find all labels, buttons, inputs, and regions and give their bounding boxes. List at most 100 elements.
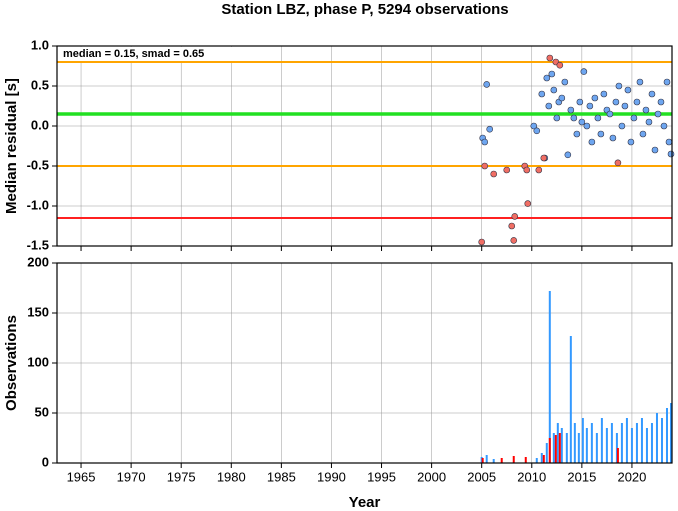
point: [481, 138, 488, 146]
bar: [595, 433, 598, 463]
point: [510, 237, 518, 244]
y-tick-label: 0.0: [31, 117, 49, 132]
point: [630, 114, 638, 122]
chart-title: Station LBZ, phase P, 5294 observations: [221, 1, 508, 18]
bar: [552, 433, 555, 463]
point: [550, 86, 558, 94]
point: [624, 86, 632, 94]
point: [561, 78, 569, 86]
bar: [540, 453, 543, 463]
point: [636, 78, 644, 86]
bar: [569, 336, 572, 463]
point: [642, 106, 650, 114]
point: [645, 118, 653, 126]
y-tick-label: 0: [42, 454, 49, 469]
y-tick-label: 200: [27, 254, 49, 269]
point: [583, 122, 591, 130]
bar: [548, 438, 551, 463]
point: [523, 166, 531, 174]
point: [578, 118, 586, 126]
point: [580, 68, 588, 75]
point: [564, 151, 572, 159]
x-tick-label: 1970: [117, 469, 146, 484]
x-tick-label: 2010: [517, 469, 546, 484]
annotation-box: [59, 47, 249, 61]
bar: [512, 456, 515, 463]
point: [591, 94, 599, 102]
y-tick-label: 150: [27, 304, 49, 319]
bar: [581, 418, 584, 463]
point: [612, 98, 620, 106]
point: [478, 238, 485, 246]
point: [597, 130, 605, 138]
bar: [605, 428, 608, 463]
point: [639, 130, 647, 138]
point: [535, 166, 543, 174]
point: [573, 130, 581, 138]
point: [615, 82, 623, 90]
y-tick-label: 0.5: [31, 77, 49, 92]
point: [660, 122, 668, 130]
x-tick-label: 1990: [317, 469, 346, 484]
x-tick-label: 1975: [167, 469, 196, 484]
bar: [635, 423, 638, 463]
bar: [548, 291, 551, 463]
point: [567, 106, 575, 114]
bar: [660, 418, 663, 463]
point: [648, 90, 656, 98]
point: [651, 146, 659, 154]
y-tick-label: -1.5: [27, 237, 49, 252]
x-tick-label: 2000: [417, 469, 446, 484]
bar: [640, 418, 643, 463]
bar: [565, 433, 568, 463]
point: [588, 138, 596, 146]
x-tick-label: 2015: [567, 469, 596, 484]
point: [606, 110, 614, 118]
point: [481, 162, 488, 170]
x-tick-label: 1995: [367, 469, 396, 484]
plot-frame: [56, 45, 673, 247]
y-tick-label: -1.0: [27, 197, 49, 212]
x-tick-label: 1985: [267, 469, 296, 484]
bar: [655, 413, 658, 463]
bar: [620, 423, 623, 463]
point: [614, 159, 622, 167]
point: [657, 98, 665, 106]
point: [621, 102, 629, 110]
bar: [481, 458, 484, 463]
bar: [492, 459, 495, 463]
point: [486, 125, 494, 133]
point: [483, 81, 490, 88]
point: [538, 90, 546, 98]
point: [524, 200, 532, 207]
bar: [590, 423, 593, 463]
annotation: median = 0.15, smad = 0.65: [63, 48, 204, 60]
plot-area: [57, 46, 672, 246]
y-axis-label: Median residual [s]: [3, 78, 20, 214]
bar: [630, 428, 633, 463]
bar: [573, 423, 576, 463]
point: [600, 90, 608, 98]
point: [654, 110, 662, 118]
point: [627, 138, 635, 146]
y-tick-label: 50: [35, 404, 49, 419]
plot-frame: [56, 262, 673, 464]
point: [556, 61, 564, 69]
y-tick-label: -0.5: [27, 157, 49, 172]
point: [540, 154, 548, 162]
point: [546, 54, 554, 62]
bar: [500, 458, 503, 463]
point: [570, 114, 578, 122]
bar: [556, 423, 559, 463]
point: [586, 102, 594, 110]
bar: [669, 403, 672, 463]
bar: [545, 443, 548, 463]
point: [663, 78, 671, 86]
point: [633, 98, 641, 106]
point: [558, 94, 566, 102]
x-tick-label: 1965: [67, 469, 96, 484]
bar: [616, 448, 619, 463]
point: [548, 70, 556, 78]
bar: [600, 418, 603, 463]
